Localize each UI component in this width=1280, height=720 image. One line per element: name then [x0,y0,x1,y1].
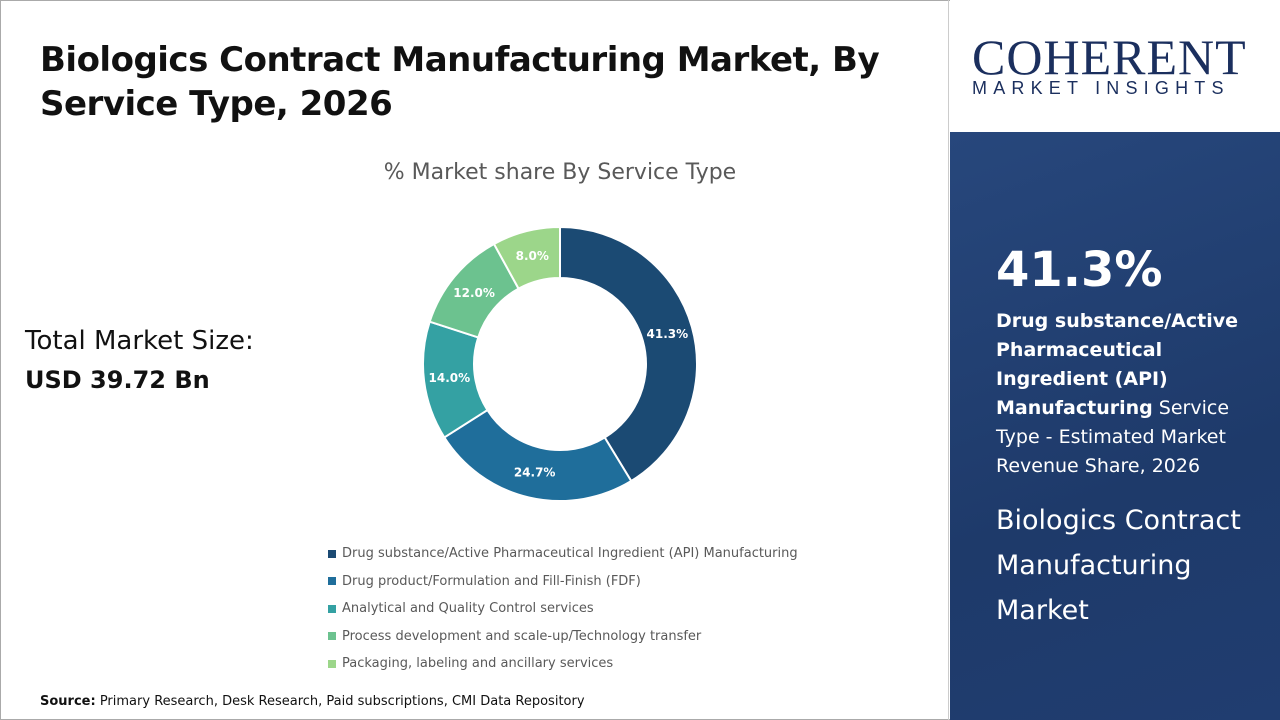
legend-label: Packaging, labeling and ancillary servic… [342,656,614,672]
donut-slice [492,225,561,290]
source-label: Source: [40,694,96,709]
logo-wordmark: COHERENT [972,29,1247,85]
legend-swatch [328,577,336,586]
source-text: Primary Research, Desk Research, Paid su… [95,694,585,709]
data-label: 41.3% [647,327,689,341]
highlight-segment: Drug substance/Active Pharmaceutical Ing… [996,310,1238,419]
highlight-percent: 41.3% [996,242,1163,298]
data-label: 24.7% [514,466,556,480]
chart-legend: Drug substance/Active Pharmaceutical Ing… [328,540,798,678]
legend-label: Process development and scale-up/Technol… [342,628,702,644]
company-logo: COHERENT MARKET INSIGHTS [950,0,1280,132]
legend-swatch [328,659,336,668]
legend-item: Drug substance/Active Pharmaceutical Ing… [328,540,798,568]
logo-tagline: MARKET INSIGHTS [972,78,1230,98]
donut-slice [442,408,633,502]
highlight-description: Drug substance/Active Pharmaceutical Ing… [996,307,1256,481]
legend-swatch [328,604,336,613]
divider [948,0,949,720]
legend-item: Process development and scale-up/Technol… [328,623,798,651]
data-label: 12.0% [453,286,495,300]
legend-label: Drug substance/Active Pharmaceutical Ing… [342,546,798,562]
legend-item: Drug product/Formulation and Fill-Finish… [328,568,798,596]
data-label: 14.0% [429,371,471,385]
total-market-label: Total Market Size: [25,326,254,356]
page-title: Biologics Contract Manufacturing Market,… [40,40,880,124]
legend-label: Analytical and Quality Control services [342,601,594,617]
legend-swatch [328,632,336,641]
donut-chart: 41.3% 24.7% 14.0% 12.0% 8.0% [422,225,698,502]
highlight-panel: 41.3% Drug substance/Active Pharmaceutic… [950,132,1280,720]
market-name: Biologics Contract Manufacturing Market [996,505,1241,626]
highlight-suffix: Service Type - Estimated Market Revenue … [996,397,1230,477]
source-note: Source: Primary Research, Desk Research,… [40,694,585,709]
data-label: 8.0% [516,249,549,263]
legend-label: Drug product/Formulation and Fill-Finish… [342,573,641,589]
legend-swatch [328,549,336,558]
donut-slice [559,225,698,483]
legend-item: Packaging, labeling and ancillary servic… [328,650,798,678]
chart-title: % Market share By Service Type [383,160,737,185]
legend-item: Analytical and Quality Control services [328,595,798,623]
total-market-value: USD 39.72 Bn [25,366,210,394]
